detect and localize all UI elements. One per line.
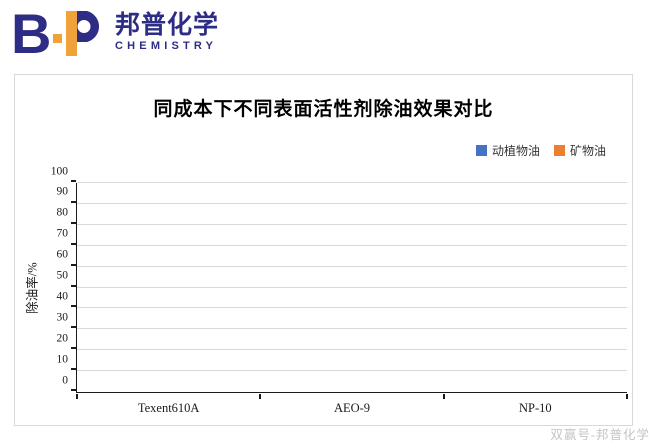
y-tick-mark [71, 305, 76, 308]
company-logo: B 邦普化学 CHEMISTRY [14, 6, 219, 60]
svg-text:B: B [14, 6, 51, 60]
y-tick-mark [71, 221, 76, 224]
gridline [77, 265, 627, 267]
y-tick-label: 90 [56, 185, 69, 198]
logo-company-name: 邦普化学 [115, 11, 220, 39]
x-axis-label: AEO-9 [333, 401, 371, 415]
x-tick-mark [442, 394, 445, 399]
y-tick-mark [71, 368, 76, 371]
y-tick-label: 40 [56, 290, 69, 303]
y-tick-mark [71, 242, 76, 245]
legend-label: 矿物油 [569, 144, 606, 158]
y-tick-mark [71, 263, 76, 266]
gridline [77, 223, 627, 225]
chart-panel: 同成本下不同表面活性剂除油效果对比 动植物油 矿物油 除油率/% 0 10 20 30 4… [14, 74, 633, 426]
y-tick-label: 60 [56, 248, 69, 261]
y-tick-label: 30 [56, 311, 69, 324]
x-tick-mark [76, 394, 78, 399]
gridline [77, 244, 627, 246]
y-tick-mark [71, 347, 76, 350]
y-tick-mark [71, 200, 76, 203]
y-tick-label: 0 [62, 373, 68, 386]
y-tick-mark [71, 180, 76, 182]
x-axis-label: NP-10 [519, 401, 552, 415]
y-tick-mark [71, 389, 76, 391]
gridline [77, 286, 627, 288]
legend-swatch [553, 145, 565, 156]
legend-item: 动植物油 [475, 142, 540, 159]
y-tick-label: 10 [56, 352, 69, 365]
legend-item: 矿物油 [553, 142, 606, 159]
gridline [77, 202, 627, 204]
gridline [77, 307, 627, 309]
chart-title: 同成本下不同表面活性剂除油效果对比 [153, 99, 494, 120]
gridline [77, 328, 627, 330]
gridline [77, 182, 627, 183]
y-tick-label: 70 [56, 227, 69, 240]
legend-label: 动植物油 [491, 144, 540, 158]
watermark: 双赢号-邦普化学 [550, 428, 650, 442]
gridline [77, 349, 627, 351]
x-tick-mark [259, 394, 262, 399]
y-tick-mark [71, 326, 76, 329]
x-tick-mark [626, 394, 628, 399]
y-tick-label: 100 [50, 164, 68, 177]
chart-legend: 动植物油 矿物油 [475, 142, 606, 159]
bp-logo-icon: B [14, 6, 100, 60]
plot-area: 除油率/% 0 10 20 30 40 50 60 70 80 90 100 Texent610A AE… [26, 165, 628, 415]
y-tick-label: 50 [56, 269, 69, 282]
logo-text: 邦普化学 CHEMISTRY [115, 6, 220, 53]
y-tick-label: 80 [56, 206, 69, 219]
y-tick-label: 20 [56, 331, 69, 344]
gridline [77, 370, 627, 372]
legend-swatch [475, 145, 487, 156]
y-tick-mark [71, 284, 76, 287]
x-axis-label: Texent610A [137, 401, 200, 415]
logo-company-subtitle: CHEMISTRY [115, 40, 218, 53]
